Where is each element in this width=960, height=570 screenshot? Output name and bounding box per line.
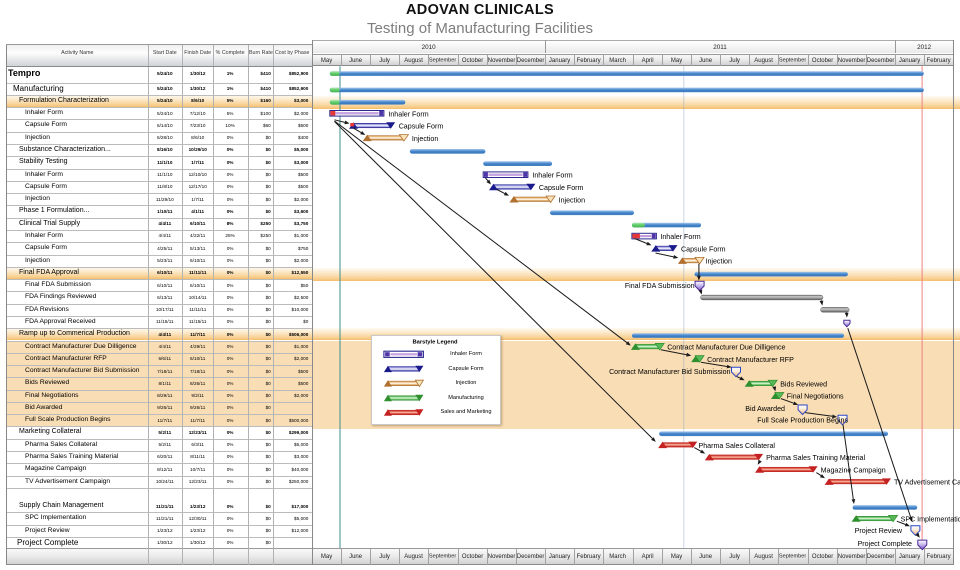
svg-text:Project Complete: Project Complete: [858, 540, 912, 548]
svg-text:Contract Manufacturer Bid Subm: Contract Manufacturer Bid Submission: [609, 368, 730, 376]
svg-text:Capsule Form: Capsule Form: [539, 184, 584, 192]
svg-text:Injection: Injection: [706, 258, 732, 266]
svg-text:SPC Implementation: SPC Implementation: [901, 516, 960, 524]
svg-text:Inhaler Form: Inhaler Form: [660, 233, 700, 241]
svg-text:Contract Manufacturer Due Dill: Contract Manufacturer Due Dilligence: [667, 344, 785, 352]
svg-text:Injection: Injection: [559, 196, 585, 204]
svg-text:Bids Reviewed: Bids Reviewed: [780, 381, 827, 389]
svg-text:Full Scale Production Begins: Full Scale Production Begins: [757, 416, 848, 424]
svg-text:Capsule Form: Capsule Form: [399, 123, 444, 131]
svg-text:Capsule Form: Capsule Form: [681, 245, 726, 253]
svg-text:Pharma Sales Collateral: Pharma Sales Collateral: [699, 442, 776, 450]
svg-text:Injection: Injection: [412, 135, 438, 143]
svg-text:Magazine Campaign: Magazine Campaign: [821, 466, 886, 474]
svg-text:TV Advertisement Campaign: TV Advertisement Campaign: [894, 479, 960, 487]
svg-text:Pharma Sales Training Material: Pharma Sales Training Material: [766, 454, 865, 462]
svg-text:Final Negotiations: Final Negotiations: [787, 393, 844, 401]
svg-text:Bid Awarded: Bid Awarded: [745, 405, 785, 413]
svg-text:Final FDA Submission: Final FDA Submission: [625, 282, 695, 290]
svg-text:Inhaler Form: Inhaler Form: [388, 110, 428, 118]
svg-text:Inhaler Form: Inhaler Form: [532, 172, 572, 180]
svg-text:Contract Manufacturer RFP: Contract Manufacturer RFP: [707, 356, 794, 364]
svg-text:Project Review: Project Review: [855, 527, 903, 535]
